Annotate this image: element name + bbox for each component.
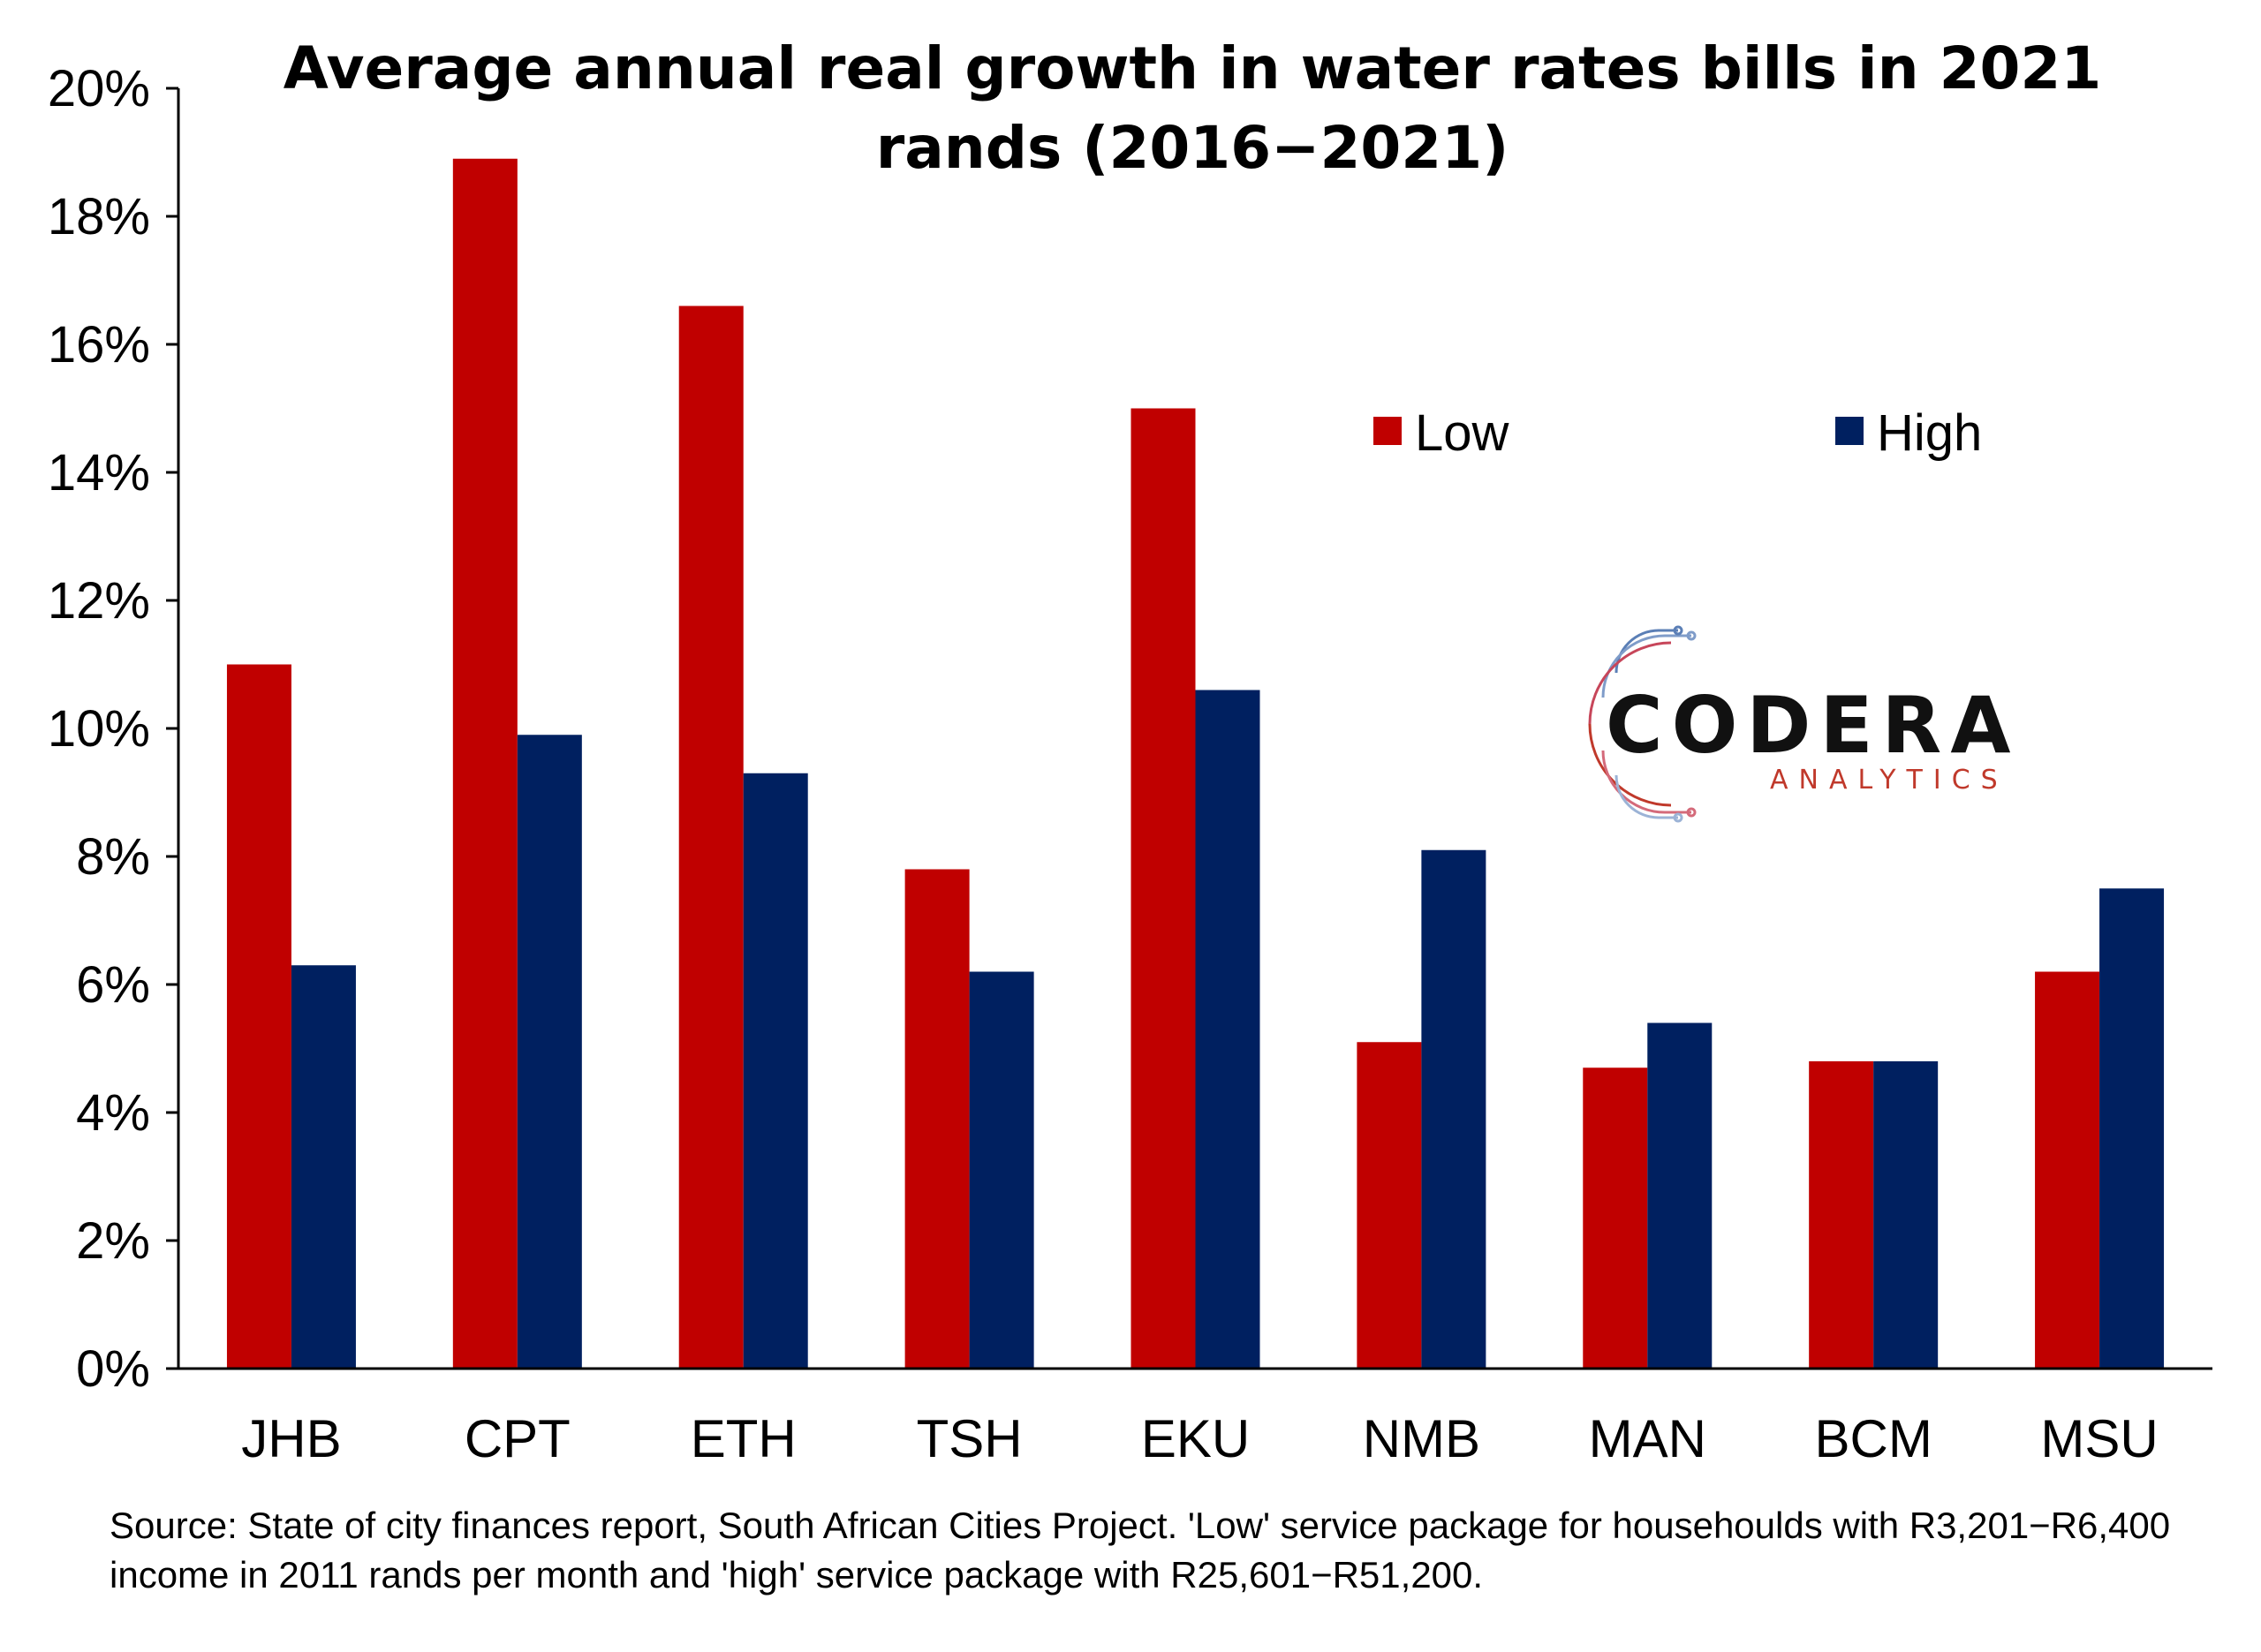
- bar-high-tsh: [969, 971, 1034, 1369]
- y-tick-label: 8%: [76, 828, 150, 886]
- bar-high-eku: [1195, 690, 1260, 1369]
- bar-low-nmb: [1357, 1042, 1422, 1369]
- y-tick-label: 2%: [76, 1212, 150, 1270]
- x-category-label: MAN: [1589, 1409, 1706, 1468]
- bar-low-tsh: [904, 869, 970, 1369]
- legend-swatch-high: [1835, 417, 1864, 445]
- bar-low-eku: [1130, 408, 1196, 1369]
- bar-high-jhb: [291, 965, 356, 1369]
- bar-high-cpt: [517, 735, 582, 1369]
- bar-high-nmb: [1421, 849, 1486, 1369]
- legend-swatch-low: [1373, 417, 1402, 445]
- chart-title: Average annual real growth in water rate…: [284, 34, 2102, 182]
- bar-high-eth: [743, 773, 808, 1369]
- chart-title-line-1: Average annual real growth in water rate…: [284, 34, 2102, 102]
- x-category-label: TSH: [917, 1409, 1023, 1468]
- y-tick-label: 18%: [48, 188, 150, 245]
- bar-low-cpt: [452, 158, 518, 1369]
- bars: [226, 158, 2165, 1369]
- y-axis: 0% 2% 4% 6% 8% 10% 12% 14% 16% 18% 20%: [48, 60, 180, 1398]
- codera-logo: CODERA ANALYTICS: [1588, 625, 2019, 823]
- x-axis: JHB CPT ETH TSH EKU NMB MAN BCM MSU: [178, 1367, 2212, 1468]
- legend: Low High: [1373, 404, 1982, 462]
- legend-label-high: High: [1877, 404, 1982, 462]
- x-category-label: BCM: [1814, 1409, 1932, 1468]
- y-tick-label: 6%: [76, 956, 150, 1014]
- logo-tagline: ANALYTICS: [1770, 765, 2008, 796]
- bar-low-eth: [678, 306, 744, 1369]
- bar-low-bcm: [1809, 1061, 1874, 1369]
- x-category-label: JHB: [241, 1409, 341, 1468]
- y-tick-label: 16%: [48, 316, 150, 373]
- x-category-label: EKU: [1141, 1409, 1250, 1468]
- bar-low-man: [1583, 1067, 1648, 1369]
- x-category-label: CPT: [465, 1409, 571, 1468]
- source-note: Source: State of city finances report, S…: [110, 1505, 2171, 1595]
- y-tick-label: 10%: [48, 700, 150, 758]
- bar-high-msu: [2099, 888, 2165, 1369]
- circuit-circle-icon: [1588, 625, 1697, 823]
- y-tick-label: 20%: [48, 60, 150, 117]
- bar-low-jhb: [226, 664, 291, 1369]
- bar-low-msu: [2035, 971, 2100, 1369]
- x-category-label: ETH: [691, 1409, 797, 1468]
- x-category-label: NMB: [1363, 1409, 1480, 1468]
- y-tick-label: 0%: [76, 1340, 150, 1398]
- bar-high-bcm: [1873, 1061, 1939, 1369]
- bar-high-man: [1647, 1022, 1713, 1369]
- x-category-label: MSU: [2040, 1409, 2158, 1468]
- legend-label-low: Low: [1415, 404, 1510, 462]
- y-tick-label: 14%: [48, 444, 150, 502]
- y-tick-label: 12%: [48, 572, 150, 630]
- logo-wordmark: CODERA: [1606, 680, 2019, 771]
- y-tick-label: 4%: [76, 1084, 150, 1142]
- chart-title-line-2: rands (2016−2021): [876, 114, 1509, 182]
